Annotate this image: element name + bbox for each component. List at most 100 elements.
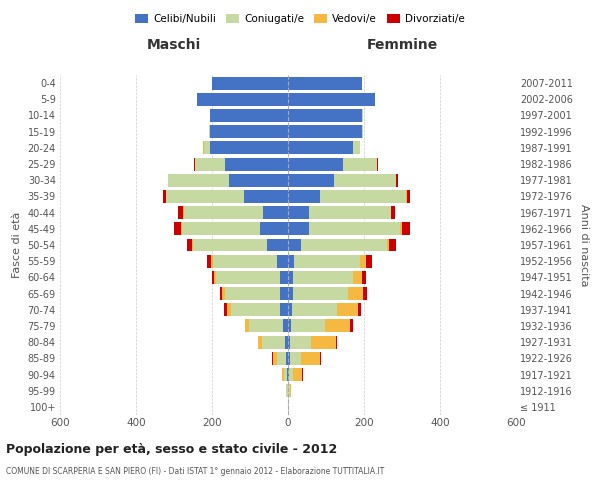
Bar [353, 271, 362, 284]
Bar [184, 206, 263, 219]
Bar [163, 190, 166, 203]
Bar [212, 271, 214, 284]
Bar [272, 352, 273, 365]
Bar [193, 238, 267, 252]
Legend: Celibi/Nubili, Coniugati/e, Vedovi/e, Divorziati/e: Celibi/Nubili, Coniugati/e, Vedovi/e, Di… [131, 10, 469, 29]
Bar [245, 320, 249, 332]
Bar [366, 254, 371, 268]
Bar [211, 254, 213, 268]
Bar [262, 336, 285, 348]
Bar [288, 287, 293, 300]
Text: Popolazione per età, sesso e stato civile - 2012: Popolazione per età, sesso e stato civil… [6, 442, 337, 456]
Bar [288, 174, 334, 186]
Bar [335, 336, 337, 348]
Bar [194, 158, 195, 170]
Bar [288, 336, 290, 348]
Bar [280, 271, 288, 284]
Bar [166, 190, 244, 203]
Bar [288, 109, 362, 122]
Bar [288, 238, 301, 252]
Bar [288, 93, 376, 106]
Bar [288, 271, 293, 284]
Bar [334, 174, 397, 186]
Bar [181, 222, 182, 235]
Bar [288, 368, 289, 381]
Bar [377, 158, 378, 170]
Bar [293, 368, 302, 381]
Bar [205, 142, 210, 154]
Bar [387, 238, 389, 252]
Bar [212, 76, 288, 90]
Bar [358, 304, 361, 316]
Bar [183, 206, 184, 219]
Bar [288, 142, 353, 154]
Bar [294, 254, 360, 268]
Bar [288, 352, 290, 365]
Bar [337, 304, 358, 316]
Bar [249, 320, 283, 332]
Bar [362, 109, 363, 122]
Bar [257, 336, 259, 348]
Bar [311, 336, 335, 348]
Bar [214, 271, 216, 284]
Bar [277, 254, 288, 268]
Bar [291, 320, 325, 332]
Bar [226, 158, 288, 170]
Bar [187, 238, 192, 252]
Bar [207, 254, 211, 268]
Bar [220, 287, 222, 300]
Bar [288, 190, 320, 203]
Bar [192, 238, 193, 252]
Bar [350, 320, 353, 332]
Bar [273, 352, 277, 365]
Bar [320, 352, 322, 365]
Bar [288, 254, 294, 268]
Bar [267, 238, 288, 252]
Bar [226, 287, 280, 300]
Bar [210, 125, 288, 138]
Bar [229, 174, 288, 186]
Bar [293, 271, 353, 284]
Bar [287, 368, 288, 381]
Bar [222, 287, 226, 300]
Bar [400, 222, 402, 235]
Bar [280, 304, 288, 316]
Bar [288, 125, 362, 138]
Bar [167, 174, 168, 186]
Bar [391, 206, 395, 219]
Text: Femmine: Femmine [367, 38, 437, 52]
Bar [244, 190, 288, 203]
Bar [309, 222, 400, 235]
Bar [277, 352, 286, 365]
Bar [168, 174, 229, 186]
Bar [353, 142, 360, 154]
Bar [210, 109, 288, 122]
Bar [288, 304, 292, 316]
Bar [197, 93, 288, 106]
Bar [286, 352, 288, 365]
Bar [174, 222, 181, 235]
Bar [397, 174, 398, 186]
Bar [290, 352, 301, 365]
Bar [231, 304, 280, 316]
Bar [288, 158, 343, 170]
Bar [227, 304, 231, 316]
Bar [320, 190, 406, 203]
Bar [362, 125, 363, 138]
Bar [389, 238, 395, 252]
Bar [362, 271, 365, 284]
Bar [302, 368, 303, 381]
Bar [259, 336, 262, 348]
Bar [309, 206, 391, 219]
Bar [283, 368, 284, 381]
Y-axis label: Anni di nascita: Anni di nascita [578, 204, 589, 286]
Bar [288, 206, 309, 219]
Bar [288, 400, 289, 413]
Bar [407, 190, 410, 203]
Bar [289, 368, 293, 381]
Bar [288, 222, 309, 235]
Bar [347, 287, 363, 300]
Bar [280, 287, 288, 300]
Bar [290, 336, 311, 348]
Bar [360, 254, 366, 268]
